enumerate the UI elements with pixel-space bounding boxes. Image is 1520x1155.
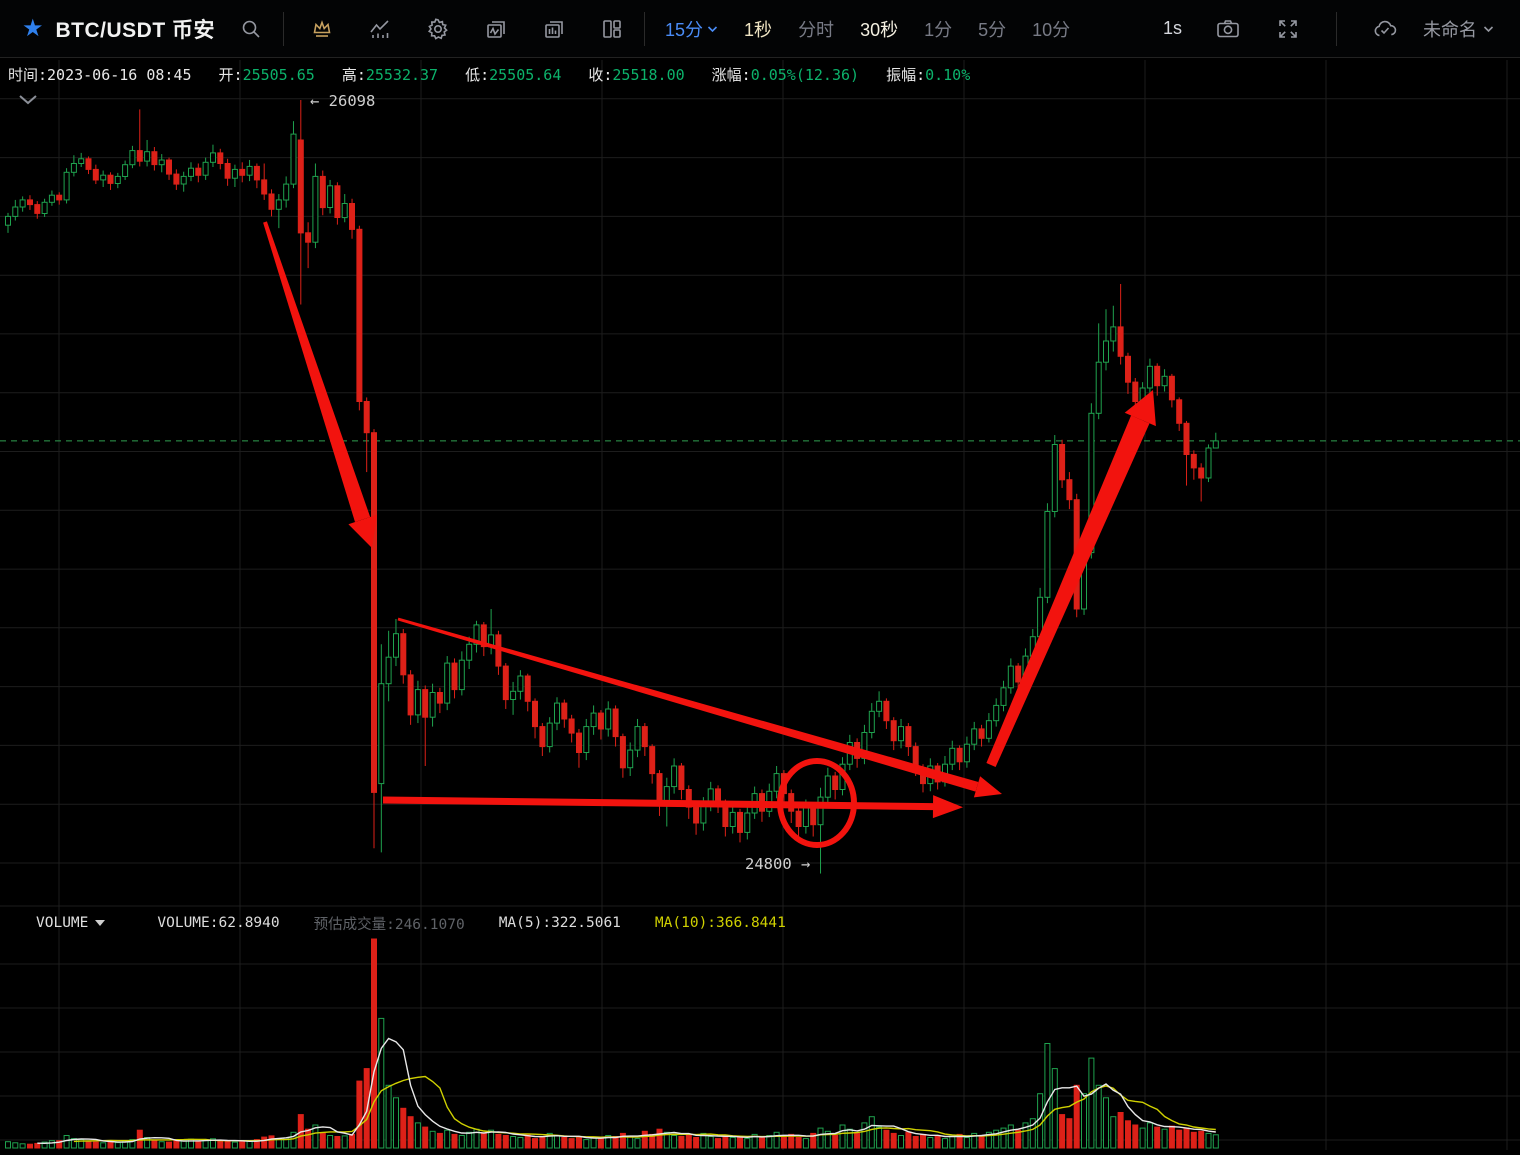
timeframe-1min[interactable]: 1分 (924, 19, 953, 40)
line-chart-icon[interactable] (358, 9, 402, 49)
timeframe-30sec[interactable]: 30秒 (860, 19, 899, 40)
timeframe-15min[interactable]: 15分 (665, 16, 718, 42)
close-value: 25518.00 (612, 65, 685, 84)
volume-ma5-line (37, 1037, 1216, 1145)
high-price-label: ← 26098 (310, 92, 375, 110)
low-label: 低: (465, 65, 490, 84)
close-label: 收: (588, 65, 613, 84)
low-value: 25505.64 (489, 65, 562, 84)
screenshot-camera-icon[interactable] (1206, 9, 1250, 49)
crown-icon[interactable] (300, 9, 344, 49)
volume-indicator-header: VOLUME VOLUME:62.8940 预估成交量:246.1070 MA(… (36, 912, 820, 934)
symbol-title: BTC/USDT 币安 (55, 18, 216, 42)
layout-icon[interactable] (590, 9, 634, 49)
grid-layer (0, 60, 1520, 1150)
ohlc-info-bar: 时间:2023-06-16 08:45 开:25505.65 高:25532.3… (8, 60, 997, 88)
timeframe-1sec[interactable]: 1秒 (744, 19, 773, 40)
chevron-down-icon (95, 920, 106, 926)
current-interval-label: 1s (1162, 18, 1182, 38)
high-value: 25532.37 (365, 65, 439, 84)
red-arrow-annotation (263, 221, 371, 522)
favorite-star-icon[interactable]: ★ (22, 15, 44, 42)
timeframe-10min[interactable]: 10分 (1032, 19, 1071, 40)
drawing-annotations-layer[interactable] (263, 221, 1156, 848)
top-toolbar: ★ BTC/USDT 币安 15分 1秒 分时 (0, 0, 1520, 58)
red-arrow-annotation (383, 796, 933, 811)
search-icon[interactable] (229, 9, 273, 49)
volume-dropdown[interactable]: VOLUME (36, 915, 106, 931)
volume-ma5-label: MA(5):322.5061 (498, 915, 621, 931)
low-price-label: 24800 → (745, 855, 810, 873)
volume-ma10-label: MA(10):366.8441 (654, 915, 786, 931)
change-label: 涨幅: (711, 65, 751, 84)
change-value: 0.05%(12.36) (750, 65, 860, 84)
time-value: 2023-06-16 08:45 (47, 65, 192, 84)
settings-gear-icon[interactable] (416, 9, 460, 49)
indicator-panel-icon[interactable] (474, 9, 518, 49)
open-label: 开: (218, 65, 243, 84)
est-volume-label: 预估成交量:246.1070 (313, 916, 465, 933)
red-arrow-annotation (397, 617, 979, 792)
cloud-save-icon[interactable] (1363, 9, 1407, 49)
high-label: 高: (341, 65, 366, 84)
open-value: 25505.65 (242, 65, 315, 84)
main-candlestick-chart[interactable]: ← 26098 24800 → (0, 60, 1520, 1150)
collapse-chevron-icon[interactable] (19, 95, 37, 105)
red-arrowhead (973, 776, 1002, 798)
timeframe-row: 15分 1秒 分时 30秒 1分 5分 10分 (665, 16, 1070, 42)
time-label: 时间: (8, 65, 48, 84)
toolbar-divider (283, 11, 285, 46)
amplitude-label: 振幅: (886, 65, 926, 84)
red-circle-annotation (777, 758, 857, 848)
red-arrowhead (1124, 390, 1156, 427)
toolbar-divider (644, 11, 646, 46)
toolbar-divider (1336, 11, 1337, 46)
volume-bars-layer (5, 938, 1219, 1149)
volume-value-label: VOLUME:62.8940 (157, 915, 280, 931)
fullscreen-icon[interactable] (1266, 9, 1310, 49)
amplitude-value: 0.10% (925, 65, 971, 84)
red-arrowhead (932, 795, 963, 819)
red-arrow-annotation (986, 415, 1150, 767)
volume-panel-icon[interactable] (532, 9, 576, 49)
save-layout-button[interactable]: 未命名 (1423, 16, 1494, 42)
red-arrowhead (348, 514, 377, 548)
chart-container: ← 26098 24800 → (0, 60, 1520, 1150)
timeframe-fenshi[interactable]: 分时 (798, 19, 835, 40)
timeframe-5min[interactable]: 5分 (978, 19, 1007, 40)
